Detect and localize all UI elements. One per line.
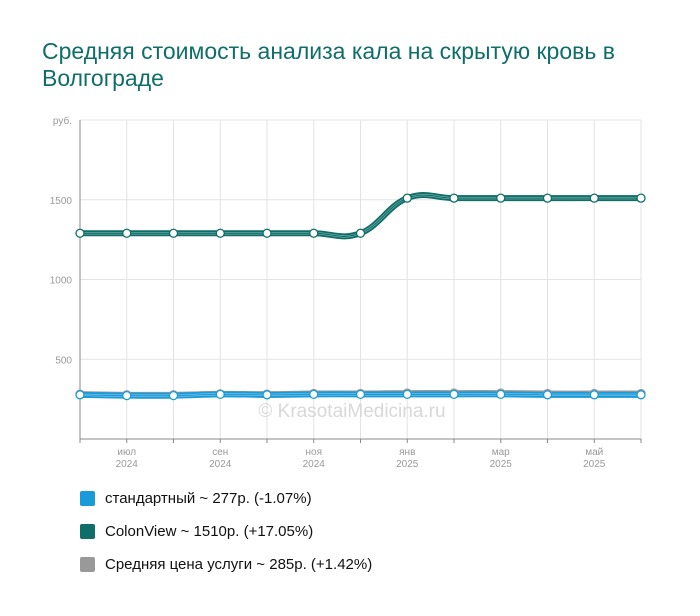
data-point[interactable]: [402, 193, 412, 203]
series: [75, 192, 646, 401]
x-tick-month: май: [585, 447, 603, 458]
data-point[interactable]: [636, 390, 646, 400]
legend-swatch-average: [80, 556, 95, 572]
x-tick-month: мар: [492, 447, 510, 458]
x-tick-month: ноя: [306, 447, 323, 458]
legend-item-standard[interactable]: стандартный ~ 277р. (-1.07%): [80, 488, 372, 508]
data-point[interactable]: [589, 193, 599, 203]
data-point[interactable]: [215, 228, 225, 238]
data-point[interactable]: [542, 193, 553, 203]
data-point[interactable]: [75, 228, 85, 238]
legend-label-average: Средняя цена услуги ~ 285р. (+1.42%): [105, 555, 373, 573]
x-tick-year: 2024: [209, 459, 232, 470]
data-point[interactable]: [168, 390, 179, 401]
y-tick-label: 1500: [50, 196, 73, 207]
data-point[interactable]: [168, 228, 179, 238]
watermark: © KrasotaiMedicina.ru: [258, 401, 445, 422]
data-point[interactable]: [542, 390, 553, 400]
legend: стандартный ~ 277р. (-1.07%) ColonView ~…: [80, 488, 372, 587]
axes: 50010001500руб.июл2024сен2024ноя2024янв2…: [50, 115, 642, 470]
x-tick-month: янв: [399, 447, 415, 458]
legend-label-standard: стандартный ~ 277р. (-1.07%): [105, 489, 312, 507]
legend-swatch-colonview: [80, 523, 95, 539]
data-point[interactable]: [262, 228, 272, 238]
data-point[interactable]: [355, 228, 366, 238]
data-point[interactable]: [122, 228, 132, 238]
chart-title: Средняя стоимость анализа кала на скрыту…: [42, 38, 615, 91]
data-point[interactable]: [589, 390, 599, 400]
legend-item-colonview[interactable]: ColonView ~ 1510р. (+17.05%): [80, 521, 372, 541]
data-point[interactable]: [75, 390, 85, 400]
data-point[interactable]: [636, 193, 646, 203]
data-point[interactable]: [449, 389, 459, 399]
x-tick-year: 2024: [116, 459, 139, 470]
y-axis-unit: руб.: [53, 115, 72, 127]
data-point[interactable]: [355, 389, 366, 399]
data-point[interactable]: [496, 193, 506, 203]
data-point[interactable]: [215, 389, 225, 399]
data-point[interactable]: [262, 390, 272, 400]
data-point[interactable]: [449, 193, 459, 203]
data-point[interactable]: [496, 389, 506, 399]
x-tick-year: 2025: [396, 459, 419, 470]
x-tick-month: июл: [117, 447, 136, 458]
data-point[interactable]: [309, 389, 319, 399]
legend-label-colonview: ColonView ~ 1510р. (+17.05%): [105, 522, 314, 540]
y-tick-label: 500: [55, 355, 72, 366]
x-tick-year: 2025: [490, 459, 513, 470]
x-tick-year: 2025: [583, 459, 606, 470]
x-tick-year: 2024: [303, 459, 326, 470]
legend-swatch-standard: [80, 490, 95, 506]
data-point[interactable]: [122, 390, 132, 401]
legend-item-average[interactable]: Средняя цена услуги ~ 285р. (+1.42%): [80, 554, 372, 574]
price-line-chart: 50010001500руб.июл2024сен2024ноя2024янв2…: [50, 115, 646, 470]
data-point[interactable]: [309, 228, 319, 238]
x-tick-month: сен: [212, 447, 228, 458]
y-tick-label: 1000: [50, 276, 73, 287]
data-point[interactable]: [402, 389, 412, 399]
